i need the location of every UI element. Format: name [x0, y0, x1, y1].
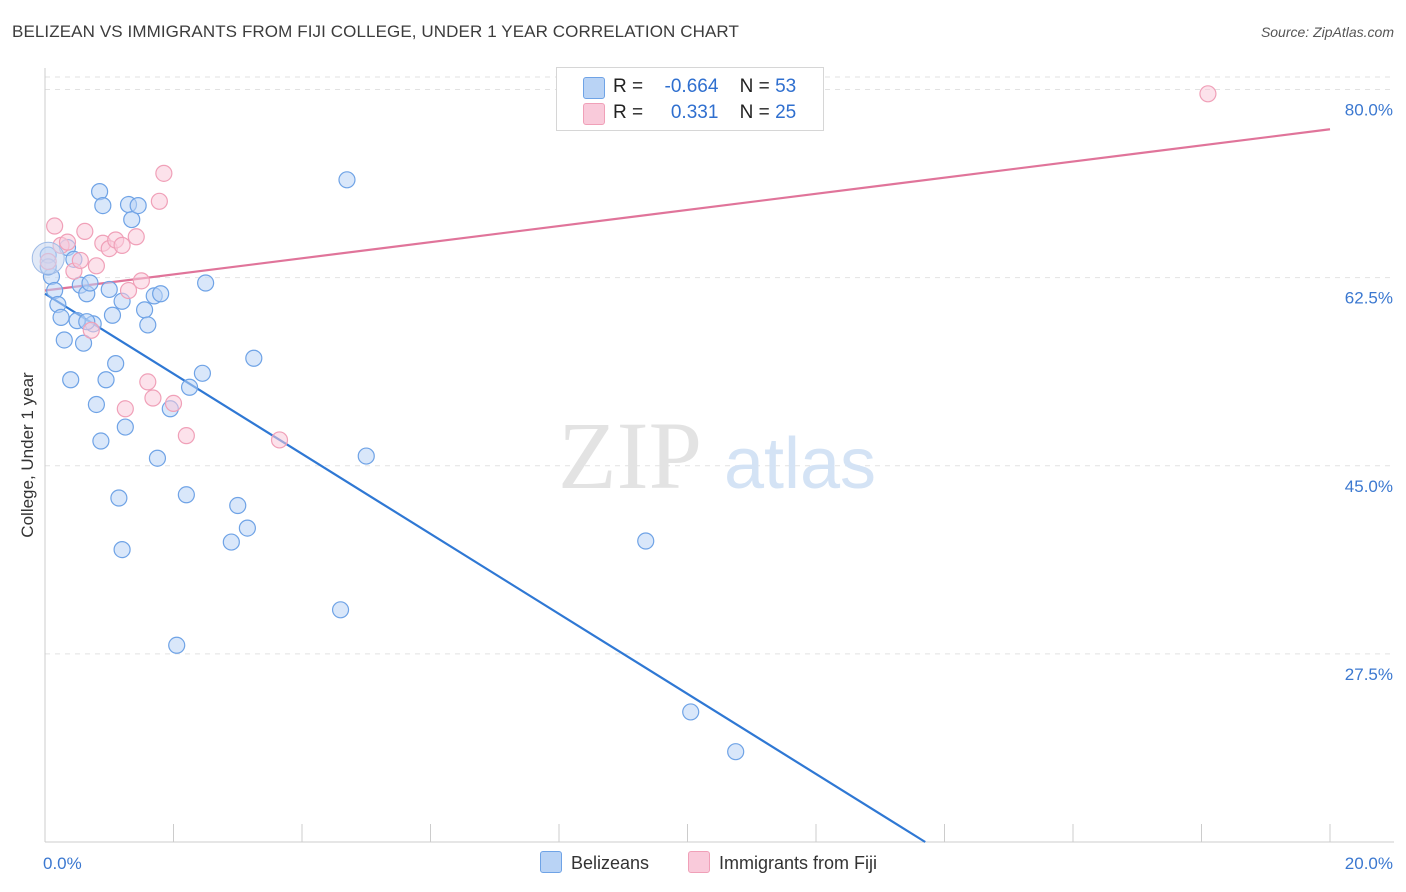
data-point-belizeans [55, 331, 73, 349]
data-point-belizeans [357, 447, 375, 465]
bottom-legend-belizeans: Belizeans [540, 851, 649, 874]
data-point-belizeans [123, 210, 141, 229]
data-point-belizeans [245, 349, 263, 367]
data-point-belizeans [116, 418, 134, 436]
bottom-legend-swatch-fiji [688, 851, 710, 873]
data-point-fiji [113, 236, 131, 254]
legend-n-label: N = [739, 76, 770, 97]
data-point-belizeans [52, 308, 70, 326]
trend-line-fiji [44, 128, 1331, 292]
legend-swatch-fiji [583, 103, 605, 125]
bottom-legend-swatch-belizeans [540, 851, 562, 873]
data-point-belizeans [62, 371, 80, 389]
data-point-belizeans [91, 183, 109, 201]
legend-n-value-belizeans: 53 [775, 76, 797, 97]
axes [44, 68, 1394, 843]
legend-r-label: R = [613, 76, 644, 97]
data-point-belizeans [177, 486, 195, 504]
watermark-zip: ZIP [558, 402, 702, 509]
watermark-atlas: atlas [724, 424, 876, 504]
data-point-fiji [150, 192, 168, 210]
tick-labels: 27.5% 45.0% 62.5% 80.0% 0.0% 20.0% [43, 101, 1393, 874]
legend-n-value-fiji: 25 [775, 102, 797, 123]
data-point-fiji [87, 257, 106, 275]
data-point-belizeans [338, 171, 356, 189]
bottom-legend-fiji: Immigrants from Fiji [688, 851, 877, 874]
legend-r-label: R = [613, 102, 644, 123]
data-point-fiji [82, 321, 100, 339]
data-point-belizeans [46, 281, 64, 300]
legend-r-value-fiji: 0.331 [670, 102, 719, 123]
data-point-belizeans [148, 449, 167, 467]
data-point-belizeans [682, 703, 700, 721]
data-point-belizeans [637, 532, 655, 550]
y-axis-label: College, Under 1 year [18, 372, 37, 538]
chart-title: BELIZEAN VS IMMIGRANTS FROM FIJI COLLEGE… [12, 22, 739, 41]
data-points [31, 85, 1217, 761]
data-point-belizeans [152, 285, 170, 303]
data-point-belizeans [97, 371, 115, 389]
y-tick-label: 27.5% [1345, 665, 1393, 684]
data-point-belizeans [100, 280, 118, 299]
data-point-belizeans [139, 316, 157, 334]
data-point-fiji [127, 228, 145, 246]
data-point-fiji [119, 281, 138, 300]
bottom-legend-label-belizeans: Belizeans [571, 853, 650, 873]
watermark: ZIP atlas [558, 402, 876, 509]
data-point-fiji [270, 431, 289, 449]
data-point-fiji [164, 394, 183, 412]
data-point-belizeans [113, 540, 131, 559]
data-point-belizeans [193, 364, 212, 382]
data-point-belizeans [129, 197, 147, 215]
data-point-belizeans [238, 519, 256, 537]
data-point-belizeans [135, 301, 154, 319]
grid [45, 76, 1394, 655]
data-point-belizeans [222, 533, 240, 551]
x-tick-label: 20.0% [1345, 854, 1393, 873]
data-point-fiji [116, 400, 134, 418]
data-point-belizeans [331, 601, 350, 619]
data-point-belizeans [197, 274, 215, 292]
stats-legend: R = -0.664 N = 53 R = 0.331 N = 25 [556, 67, 824, 131]
data-point-fiji [155, 164, 173, 182]
data-point-fiji [139, 373, 157, 391]
data-point-belizeans [727, 743, 745, 761]
data-point-belizeans [180, 378, 199, 396]
data-point-cluster [31, 241, 65, 275]
data-point-belizeans [229, 496, 247, 515]
data-point-belizeans [94, 197, 112, 215]
y-tick-label: 80.0% [1345, 101, 1393, 120]
data-point-belizeans [87, 395, 106, 414]
x-tick-label: 0.0% [43, 854, 82, 873]
data-point-fiji [177, 427, 195, 445]
data-point-fiji [46, 217, 64, 235]
data-point-belizeans [107, 355, 125, 373]
data-point-belizeans [103, 306, 122, 324]
data-point-belizeans [92, 432, 110, 450]
data-point-fiji [58, 233, 77, 251]
data-point-fiji [76, 222, 94, 240]
data-point-fiji [144, 389, 162, 407]
data-point-fiji [71, 251, 89, 270]
data-point-fiji [1199, 85, 1217, 103]
data-point-belizeans [110, 489, 128, 507]
data-point-belizeans [168, 636, 186, 654]
legend-swatch-belizeans [583, 77, 605, 99]
trend-line-belizeans [44, 292, 926, 843]
legend-n-label: N = [739, 102, 770, 123]
data-point-fiji [132, 272, 150, 290]
legend-r-value-belizeans: -0.664 [664, 76, 719, 97]
y-tick-label: 62.5% [1345, 289, 1393, 308]
bottom-legend-label-fiji: Immigrants from Fiji [719, 853, 878, 873]
y-tick-label: 45.0% [1345, 477, 1393, 496]
source-label: Source: ZipAtlas.com [1260, 24, 1394, 40]
data-point-belizeans [74, 334, 93, 352]
data-point-belizeans [81, 274, 99, 292]
